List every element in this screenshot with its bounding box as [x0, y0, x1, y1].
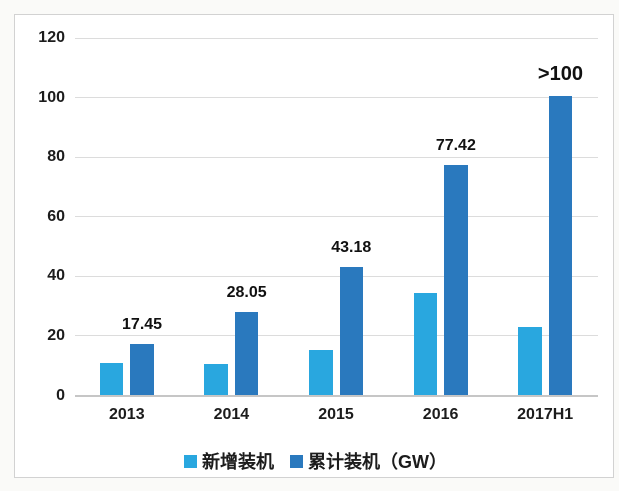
legend-item: 新增装机 [184, 448, 274, 474]
y-tick-label: 0 [56, 386, 65, 404]
bar-value-label: 17.45 [122, 315, 163, 333]
y-tick-label: 40 [47, 267, 65, 285]
y-tick-label: 20 [47, 326, 65, 344]
bar-new-install [99, 362, 124, 396]
bar-value-label: 43.18 [331, 238, 372, 256]
bar-cumulative [444, 164, 468, 396]
gridline [74, 156, 598, 158]
bar-new-install [518, 326, 542, 396]
gridline [74, 37, 598, 39]
gridline [74, 97, 598, 99]
x-tick-label: 2013 [109, 406, 145, 423]
bar-value-label: 28.05 [226, 283, 267, 301]
bar-new-install [309, 350, 333, 396]
y-tick-label: 80 [47, 148, 65, 166]
chart-card: 新增装机 累计装机（GW） 0 20 40 60 80 100 120 17.45 2013 28.… [14, 14, 614, 478]
legend-item: 累计装机（GW） [290, 448, 447, 474]
bar-new-install [413, 292, 438, 396]
gridline [74, 275, 598, 277]
bar-cumulative [339, 266, 363, 396]
bar-cumulative [548, 96, 573, 396]
bar-cumulative [130, 343, 154, 396]
x-tick-label: 2015 [318, 406, 354, 423]
legend-swatch-new-install [184, 454, 197, 468]
bar-new-install [204, 363, 228, 396]
x-tick-label: 2016 [422, 406, 459, 423]
legend: 新增装机 累计装机（GW） [184, 448, 447, 474]
y-tick-label: 120 [38, 29, 65, 46]
x-axis-line [74, 394, 598, 397]
gridline [74, 335, 598, 337]
legend-label: 新增装机 [202, 452, 274, 472]
legend-swatch-cumulative [290, 454, 303, 468]
bar-value-label: 77.42 [435, 136, 476, 154]
x-tick-label: 2017H1 [517, 406, 574, 423]
gridline [74, 216, 598, 218]
bar-cumulative [234, 311, 259, 396]
y-tick-label: 100 [38, 88, 65, 106]
y-tick-label: 60 [47, 207, 65, 225]
x-tick-label: 2014 [213, 406, 250, 423]
legend-label: 累计装机（GW） [308, 452, 447, 472]
bar-value-label: >100 [537, 63, 583, 86]
